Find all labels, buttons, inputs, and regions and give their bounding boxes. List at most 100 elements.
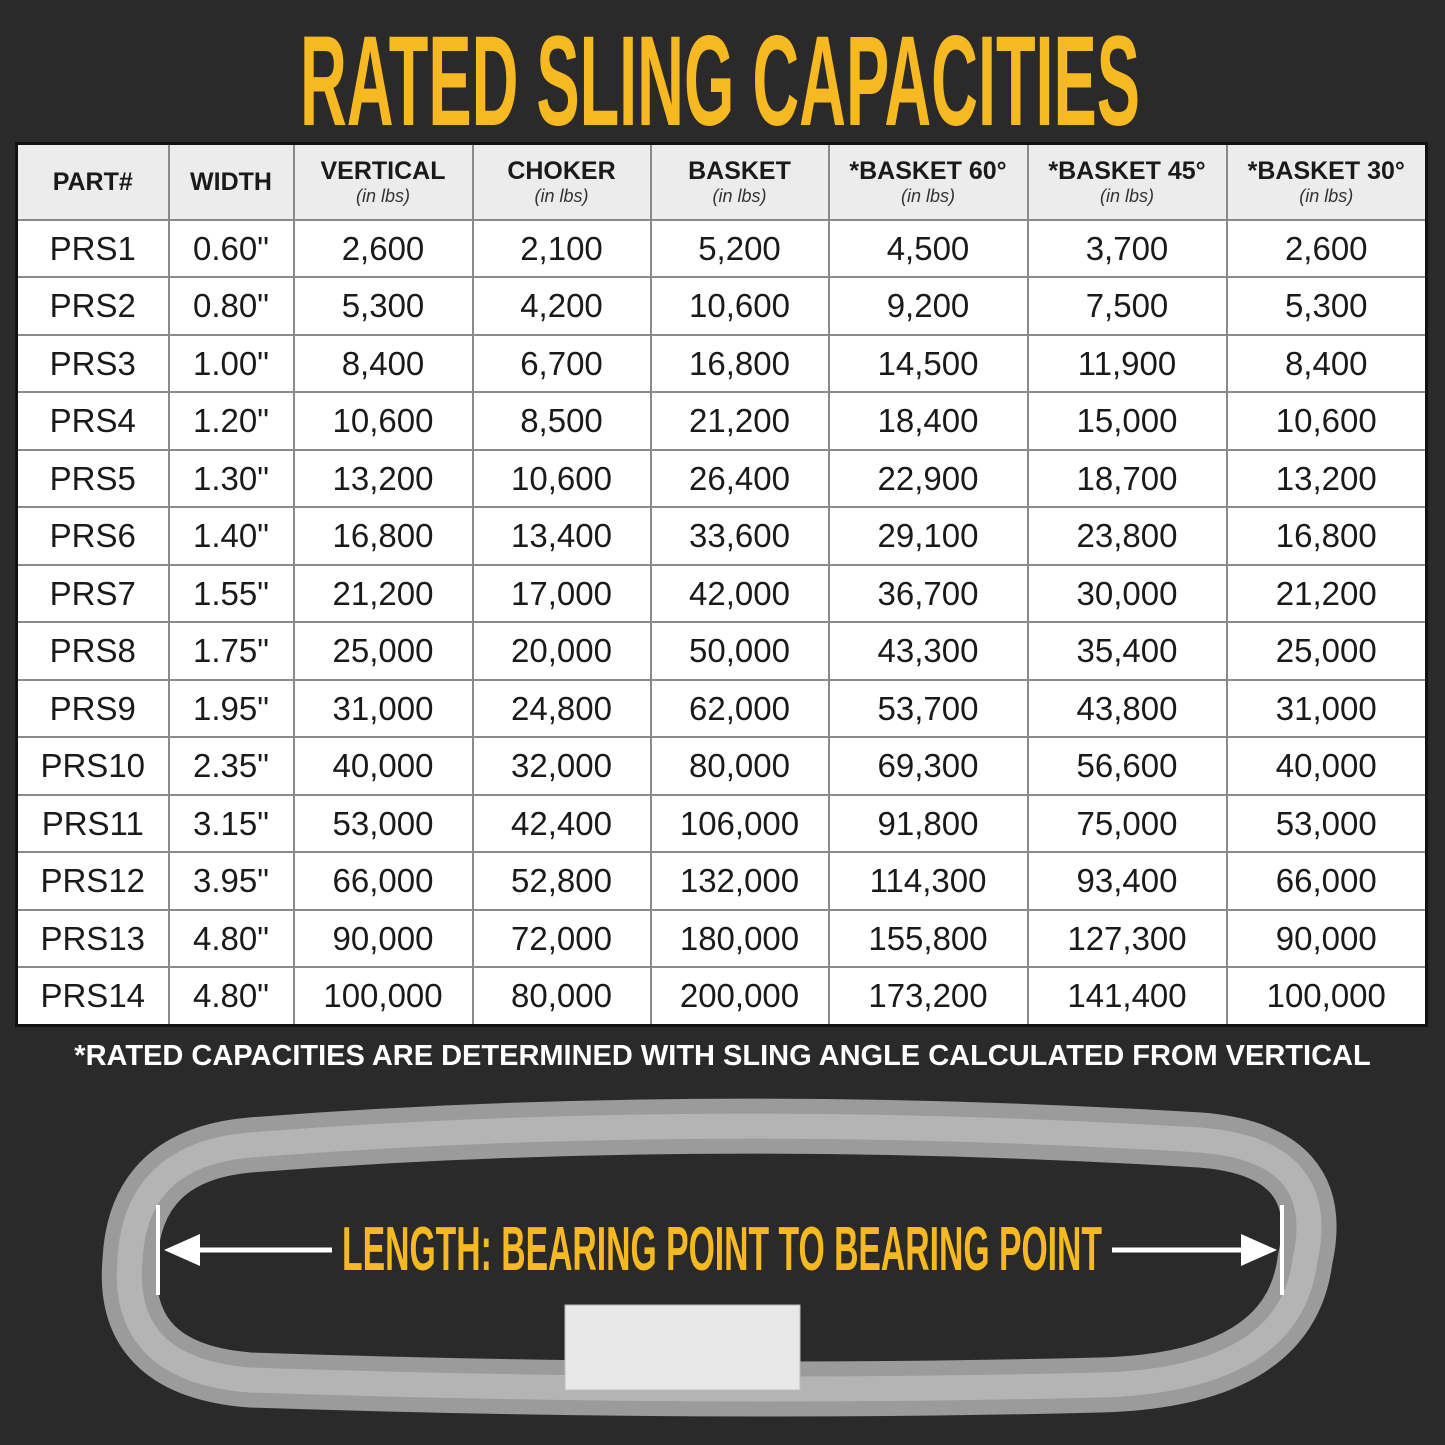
table-cell: 4.80" bbox=[167, 908, 295, 969]
table-cell: 5,200 bbox=[649, 218, 830, 279]
arrow-head bbox=[1241, 1234, 1277, 1266]
table-row: PRS3 1.00" 8,400 6,700 16,800 14,500 11,900 8,4… bbox=[15, 333, 1428, 394]
table-row: PRS2 0.80" 5,300 4,200 10,600 9,200 7,500 5,300 bbox=[15, 276, 1428, 336]
capacity-table: PART# WIDTH VERTICAL (in lbs) CHOKER (in lbs)… bbox=[15, 142, 1428, 1027]
table-cell: 14,500 bbox=[827, 333, 1029, 394]
table-cell: 1.30" bbox=[167, 448, 295, 509]
column-header: BASKET (in lbs) bbox=[649, 142, 830, 221]
table-cell: 32,000 bbox=[471, 736, 652, 796]
table-row: PRS4 1.20" 10,600 8,500 21,200 18,400 15,000 10… bbox=[15, 391, 1428, 451]
table-cell: 100,000 bbox=[292, 966, 474, 1027]
table-cell: 20,000 bbox=[471, 621, 652, 681]
table-cell: 2.35" bbox=[167, 736, 295, 796]
sling-tag bbox=[564, 1304, 801, 1391]
header-unit: (in lbs) bbox=[1299, 185, 1354, 206]
table-cell: 1.75" bbox=[167, 621, 295, 681]
table-cell: 16,800 bbox=[1225, 506, 1428, 566]
header-label: PART# bbox=[52, 167, 133, 196]
table-cell: 180,000 bbox=[649, 908, 830, 969]
table-cell: 4.80" bbox=[167, 966, 295, 1027]
length-label: LENGTH: BEARING POINT TO BEARING POINT bbox=[342, 1215, 1102, 1284]
table-cell: 72,000 bbox=[471, 908, 652, 969]
table-cell: 114,300 bbox=[827, 851, 1029, 911]
table-cell: 1.40" bbox=[167, 506, 295, 566]
title: RATED SLING CAPACITIES bbox=[300, 10, 1140, 153]
table-cell: 42,400 bbox=[471, 793, 652, 854]
header-label: *BASKET 45° bbox=[1048, 157, 1206, 186]
column-header: WIDTH bbox=[167, 142, 295, 221]
table-cell: 56,600 bbox=[1026, 736, 1228, 796]
table-cell: 40,000 bbox=[1225, 736, 1428, 796]
table-cell: 1.20" bbox=[167, 391, 295, 451]
table-row: PRS11 3.15" 53,000 42,400 106,000 91,800 75,00… bbox=[15, 793, 1428, 854]
table-cell: 0.80" bbox=[167, 276, 295, 336]
table-cell: PRS8 bbox=[15, 621, 170, 681]
table-cell: 52,800 bbox=[471, 851, 652, 911]
table-cell: 30,000 bbox=[1026, 563, 1228, 624]
table-cell: 80,000 bbox=[471, 966, 652, 1027]
table-cell: 11,900 bbox=[1026, 333, 1228, 394]
header-label: BASKET bbox=[688, 157, 791, 186]
header-unit: (in lbs) bbox=[712, 185, 767, 206]
column-header: VERTICAL (in lbs) bbox=[292, 142, 474, 221]
table-cell: 31,000 bbox=[292, 678, 474, 739]
header-label: *BASKET 30° bbox=[1247, 157, 1405, 186]
table-cell: 24,800 bbox=[471, 678, 652, 739]
table-cell: 21,200 bbox=[649, 391, 830, 451]
table-cell: 40,000 bbox=[292, 736, 474, 796]
table-row: PRS6 1.40" 16,800 13,400 33,600 29,100 23,800 1… bbox=[15, 506, 1428, 566]
table-cell: 80,000 bbox=[649, 736, 830, 796]
table-cell: 3,700 bbox=[1026, 218, 1228, 279]
table-cell: 18,700 bbox=[1026, 448, 1228, 509]
table-cell: 29,100 bbox=[827, 506, 1029, 566]
header-unit: (in lbs) bbox=[355, 185, 410, 206]
table-cell: 18,400 bbox=[827, 391, 1029, 451]
column-header: CHOKER (in lbs) bbox=[471, 142, 652, 221]
column-header: *BASKET 30° (in lbs) bbox=[1225, 142, 1428, 221]
table-cell: 132,000 bbox=[649, 851, 830, 911]
table-cell: 66,000 bbox=[1225, 851, 1428, 911]
table-row: PRS5 1.30" 13,200 10,600 26,400 22,900 18,700 1… bbox=[15, 448, 1428, 509]
table-row: PRS7 1.55" 21,200 17,000 42,000 36,700 30,000 2… bbox=[15, 563, 1428, 624]
table-cell: 141,400 bbox=[1026, 966, 1228, 1027]
table-cell: 5,300 bbox=[1225, 276, 1428, 336]
table-cell: 10,600 bbox=[1225, 391, 1428, 451]
arrow-head bbox=[164, 1234, 200, 1266]
table-cell: 69,300 bbox=[827, 736, 1029, 796]
table-cell: 9,200 bbox=[827, 276, 1029, 336]
table-cell: PRS11 bbox=[15, 793, 170, 854]
table-cell: 13,400 bbox=[471, 506, 652, 566]
header-label: CHOKER bbox=[507, 157, 616, 186]
column-header: *BASKET 60° (in lbs) bbox=[827, 142, 1029, 221]
table-row: PRS9 1.95" 31,000 24,800 62,000 53,700 43,800 3… bbox=[15, 678, 1428, 739]
table-cell: PRS5 bbox=[15, 448, 170, 509]
table-row: PRS13 4.80" 90,000 72,000 180,000 155,800 127,… bbox=[15, 908, 1428, 969]
table-cell: 25,000 bbox=[1225, 621, 1428, 681]
table-cell: PRS10 bbox=[15, 736, 170, 796]
table-cell: PRS14 bbox=[15, 966, 170, 1027]
header-label: VERTICAL bbox=[320, 157, 446, 186]
table-cell: 16,800 bbox=[649, 333, 830, 394]
table-cell: PRS4 bbox=[15, 391, 170, 451]
header-unit: (in lbs) bbox=[1099, 185, 1154, 206]
table-cell: 3.15" bbox=[167, 793, 295, 854]
table-cell: PRS12 bbox=[15, 851, 170, 911]
table-cell: 21,200 bbox=[1225, 563, 1428, 624]
table-cell: 75,000 bbox=[1026, 793, 1228, 854]
header-label: WIDTH bbox=[190, 167, 272, 196]
table-cell: 43,300 bbox=[827, 621, 1029, 681]
table-row: PRS8 1.75" 25,000 20,000 50,000 43,300 35,400 2… bbox=[15, 621, 1428, 681]
table-cell: 93,400 bbox=[1026, 851, 1228, 911]
table-cell: 3.95" bbox=[167, 851, 295, 911]
table-cell: 4,500 bbox=[827, 218, 1029, 279]
table-cell: 23,800 bbox=[1026, 506, 1228, 566]
table-cell: 6,700 bbox=[471, 333, 652, 394]
table-cell: PRS3 bbox=[15, 333, 170, 394]
table-cell: 43,800 bbox=[1026, 678, 1228, 739]
table-cell: 26,400 bbox=[649, 448, 830, 509]
table-row: PRS14 4.80" 100,000 80,000 200,000 173,200 141… bbox=[15, 966, 1428, 1027]
table-cell: PRS2 bbox=[15, 276, 170, 336]
table-cell: PRS6 bbox=[15, 506, 170, 566]
table-cell: 10,600 bbox=[649, 276, 830, 336]
